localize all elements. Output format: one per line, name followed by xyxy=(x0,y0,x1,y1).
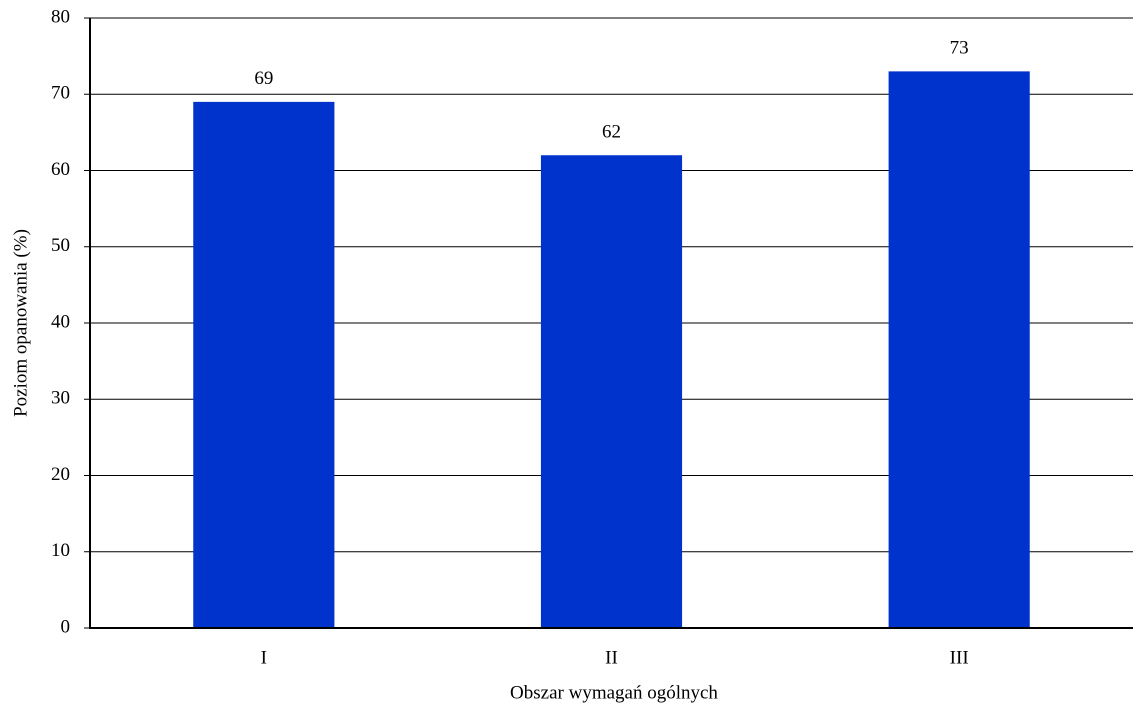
value-label: 69 xyxy=(254,68,273,89)
y-tick-label: 80 xyxy=(51,6,70,27)
y-tick-label: 20 xyxy=(51,464,70,485)
x-tick-label: I xyxy=(261,647,267,668)
x-tick-label: III xyxy=(950,647,969,668)
y-tick-label: 70 xyxy=(51,83,70,104)
y-tick-label: 40 xyxy=(51,311,70,332)
y-axis-title: Poziom opanowania (%) xyxy=(10,229,31,417)
y-tick-label: 10 xyxy=(51,540,70,561)
bar xyxy=(540,155,683,628)
value-label: 73 xyxy=(950,38,969,59)
y-tick-label: 60 xyxy=(51,159,70,180)
y-tick-label: 0 xyxy=(61,616,71,637)
y-tick-label: 50 xyxy=(51,235,70,256)
bar xyxy=(888,71,1030,628)
bar xyxy=(193,101,335,628)
y-tick-label: 30 xyxy=(51,388,70,409)
x-tick-label: II xyxy=(605,647,618,668)
value-label: 62 xyxy=(602,122,621,143)
x-axis-title: Obszar wymagań ogólnych xyxy=(510,682,718,703)
